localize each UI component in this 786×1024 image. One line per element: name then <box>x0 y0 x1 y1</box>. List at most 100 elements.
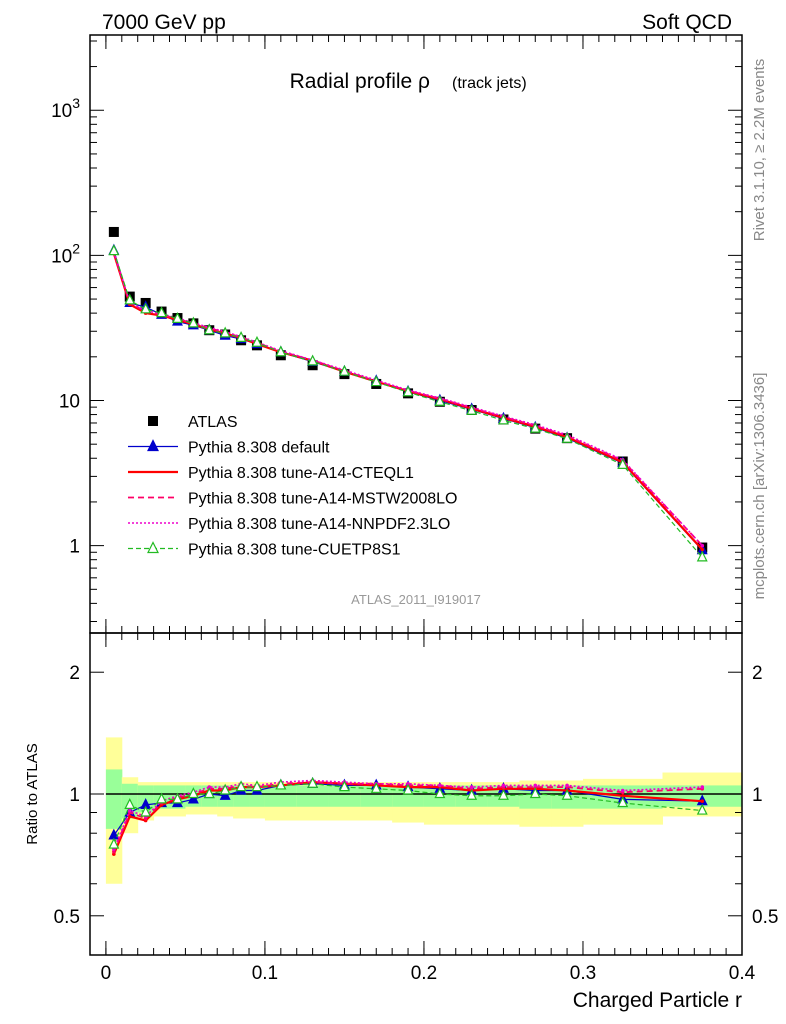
ratio-y-axis-label: Ratio to ATLAS <box>24 743 41 844</box>
ratio-series-cuetp8s1 <box>108 776 708 849</box>
main-series-line <box>113 252 703 547</box>
main-data-point <box>108 244 120 256</box>
main-data-point <box>561 431 573 443</box>
main-data-point <box>700 547 705 552</box>
main-data-point <box>124 293 136 305</box>
rivet-label: Rivet 3.1.10, ≥ 2.2M events <box>751 59 768 242</box>
main-data-point <box>497 413 509 425</box>
legend-label: Pythia 8.308 default <box>188 440 330 457</box>
ratio-data-point <box>235 780 247 792</box>
ratio-band-inner <box>328 785 361 807</box>
main-axis-ticks: 1 10 102 103 <box>51 35 743 633</box>
main-data-point <box>338 364 350 376</box>
ratio-data-point <box>127 814 132 819</box>
ratio-data-point <box>565 783 569 788</box>
main-y-tick-label: 102 <box>51 240 80 267</box>
ratio-data-point <box>529 787 541 799</box>
x-tick-label: 0.2 <box>411 963 437 984</box>
ratio-data-point <box>203 787 215 799</box>
main-series-line <box>113 250 703 558</box>
ratio-data-point <box>561 788 573 800</box>
main-y-tick-label: 1 <box>69 537 80 558</box>
legend: ATLAS Pythia 8.308 default Pythia 8.308 tu… <box>128 414 457 559</box>
ratio-data-point <box>219 783 231 795</box>
x-tick-label: 0 <box>101 963 112 984</box>
ratio-series-line <box>112 781 703 855</box>
ratio-band-inner <box>296 785 330 807</box>
ratio-data-point <box>108 837 120 849</box>
header-left: 7000 GeV pp <box>102 11 226 34</box>
ratio-y-tick-label: 0.5 <box>54 907 80 928</box>
ratio-data-point <box>696 803 708 815</box>
main-data-point <box>219 326 231 338</box>
main-data-point <box>696 550 708 562</box>
ratio-band-inner <box>360 785 393 807</box>
ratio-data-point <box>187 792 199 804</box>
main-data-point <box>140 302 152 314</box>
ratio-data-point <box>497 788 509 800</box>
main-data-point <box>203 323 215 335</box>
main-data-point <box>370 375 382 387</box>
ratio-data-point <box>156 792 168 804</box>
analysis-tag: ATLAS_2011_I919017 <box>351 592 481 607</box>
ratio-data-point <box>466 788 478 800</box>
main-data-point <box>187 316 199 328</box>
ratio-data-point <box>219 788 231 800</box>
ratio-data-point <box>438 783 442 788</box>
main-data-point <box>617 458 629 469</box>
ratio-uncertainty-bands <box>105 737 743 884</box>
ratio-data-point <box>533 783 538 788</box>
x-tick-label: 0.1 <box>252 963 278 984</box>
plot-title: Radial profile ρ <box>290 70 430 93</box>
main-data-point <box>235 331 247 342</box>
ratio-y-tick-label: 2 <box>69 663 80 684</box>
main-data-point <box>108 226 119 237</box>
x-tick-label: 0.4 <box>729 963 756 984</box>
main-data-point <box>307 354 319 366</box>
ratio-data-point <box>434 787 446 799</box>
main-series-cuetp8s1 <box>108 244 708 562</box>
plot-subtitle: (track jets) <box>452 75 527 92</box>
ratio-series-line <box>113 783 703 845</box>
ratio-y-tick-label-right: 0.5 <box>752 907 778 928</box>
ratio-data-point <box>275 778 287 790</box>
ratio-y-tick-label-right: 2 <box>752 663 763 684</box>
ratio-data-point <box>620 793 625 798</box>
ratio-data-point <box>402 783 414 795</box>
ratio-band-inner <box>105 769 123 829</box>
x-tick-label: 0.3 <box>570 963 596 984</box>
x-axis-label: Charged Particle r <box>573 989 742 1012</box>
main-data-point <box>529 421 541 433</box>
mcplots-label: mcplots.cern.ch [arXiv:1306.3436] <box>751 373 768 600</box>
ratio-data-point <box>469 785 474 789</box>
legend-label: Pythia 8.308 tune-A14-CTEQL1 <box>188 465 414 482</box>
ratio-plot-frame <box>89 632 743 956</box>
ratio-series-layer <box>108 776 708 856</box>
header-right: Soft QCD <box>642 11 732 34</box>
ratio-data-point <box>124 798 136 809</box>
legend-marker <box>147 541 159 554</box>
main-data-point <box>171 312 183 323</box>
ratio-data-point <box>187 787 199 799</box>
ratio-data-point <box>700 785 705 789</box>
ratio-data-point <box>620 788 625 793</box>
ratio-data-point <box>501 783 506 788</box>
ratio-data-point <box>140 805 152 817</box>
ratio-data-point <box>251 780 263 792</box>
main-data-point <box>156 306 168 318</box>
main-series-line <box>112 252 703 547</box>
ratio-band-inner <box>264 785 298 807</box>
legend-label: Pythia 8.308 tune-A14-MSTW2008LO <box>188 491 457 508</box>
main-data-point <box>402 385 414 397</box>
main-data-point <box>275 345 287 357</box>
ratio-data-point <box>338 780 350 792</box>
main-series-layer <box>108 226 708 562</box>
ratio-y-tick-label: 1 <box>69 785 80 806</box>
main-y-tick-label: 10 <box>59 392 80 413</box>
main-data-point <box>466 403 478 415</box>
ratio-data-point <box>370 781 382 793</box>
legend-label: Pythia 8.308 tune-A14-NNPDF2.3LO <box>188 516 450 533</box>
main-y-tick-label: 103 <box>51 95 80 122</box>
ratio-data-point <box>307 776 319 788</box>
